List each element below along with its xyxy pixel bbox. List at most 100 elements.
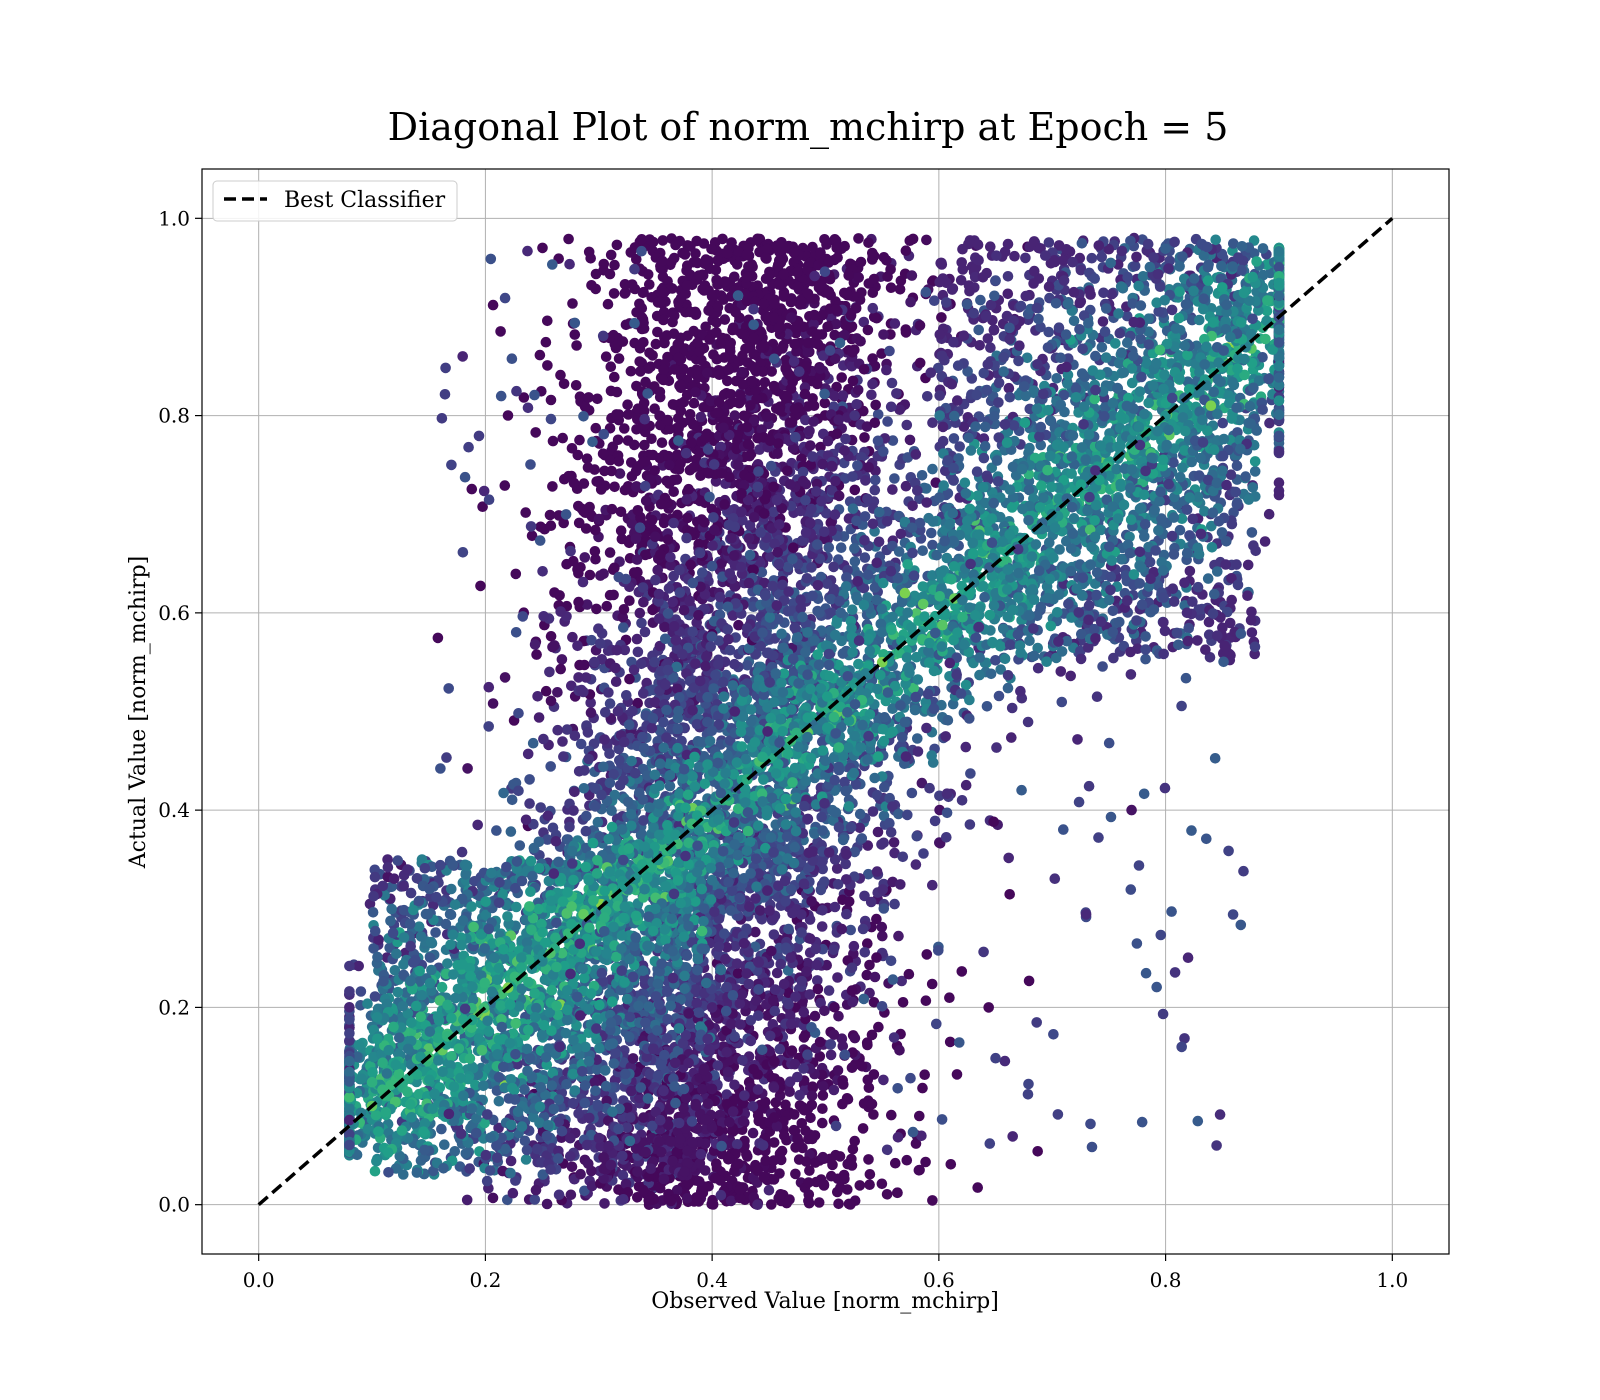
scatter-point xyxy=(868,997,880,1008)
scatter-point xyxy=(537,242,548,254)
scatter-point xyxy=(897,851,909,863)
scatter-point xyxy=(654,391,666,403)
scatter-point xyxy=(634,298,645,310)
scatter-point xyxy=(882,416,893,427)
scatter-point xyxy=(780,1099,791,1111)
scatter-point xyxy=(545,761,556,772)
scatter-point xyxy=(771,494,783,506)
scatter-point xyxy=(796,909,807,920)
scatter-point xyxy=(700,321,711,333)
scatter-point xyxy=(566,1161,578,1173)
scatter-point xyxy=(814,363,826,375)
scatter-point xyxy=(775,1189,786,1200)
scatter-point xyxy=(811,329,822,340)
scatter-point xyxy=(743,261,754,272)
scatter-point xyxy=(877,884,888,895)
scatter-point xyxy=(726,1018,737,1030)
scatter-point xyxy=(831,242,842,254)
scatter-point xyxy=(574,434,585,446)
scatter-point xyxy=(835,542,847,553)
scatter-point xyxy=(701,651,712,662)
scatter-point xyxy=(819,1005,830,1017)
scatter-point xyxy=(972,1182,983,1193)
scatter-point xyxy=(826,460,838,472)
scatter-point xyxy=(737,1055,748,1066)
scatter-point xyxy=(780,942,792,954)
scatter-point xyxy=(618,1194,629,1205)
scatter-point xyxy=(611,409,622,420)
scatter-point xyxy=(851,399,862,410)
scatter-point xyxy=(927,417,938,429)
scatter-point xyxy=(615,525,627,536)
scatter-point xyxy=(658,1173,670,1185)
scatter-point xyxy=(859,552,871,563)
scatter-point xyxy=(867,247,878,259)
scatter-point xyxy=(722,375,733,387)
scatter-point xyxy=(731,259,743,270)
scatter-point xyxy=(769,984,781,995)
scatter-point xyxy=(838,1079,849,1090)
scatter-point xyxy=(764,612,776,623)
scatter-point xyxy=(604,698,616,709)
scatter-point xyxy=(632,646,644,658)
scatter-point xyxy=(687,626,698,637)
scatter-point xyxy=(806,1099,818,1111)
scatter-point xyxy=(573,596,584,608)
scatter-point xyxy=(650,574,661,586)
scatter-point xyxy=(782,465,793,477)
scatter-point xyxy=(604,748,615,759)
scatter-point xyxy=(854,1180,866,1191)
scatter-point xyxy=(774,1043,786,1055)
scatter-point xyxy=(706,560,718,572)
scatter-point xyxy=(692,337,703,349)
scatter-point xyxy=(610,676,622,687)
scatter-point xyxy=(657,255,668,267)
scatter-point xyxy=(764,269,776,281)
scatter-point xyxy=(589,546,601,557)
scatter-point xyxy=(798,1032,810,1043)
scatter-point xyxy=(798,1006,810,1018)
scatter-point xyxy=(807,1082,819,1093)
scatter-point xyxy=(634,356,645,367)
scatter-point xyxy=(578,478,590,489)
scatter-point xyxy=(613,353,625,364)
scatter-point xyxy=(712,407,724,418)
scatter-point xyxy=(667,316,678,328)
scatter-point xyxy=(715,338,726,349)
scatter-point xyxy=(870,399,881,411)
scatter-point xyxy=(816,921,828,932)
scatter-point xyxy=(624,673,635,685)
scatter-point xyxy=(856,287,867,298)
scatter-point xyxy=(731,958,743,969)
scatter-point xyxy=(472,819,484,831)
scatter-point xyxy=(818,1179,830,1190)
scatter-point xyxy=(524,798,535,809)
scatter-point xyxy=(920,1156,931,1168)
scatter-point xyxy=(904,235,916,246)
scatter-point xyxy=(661,732,672,743)
scatter-point xyxy=(688,462,699,474)
scatter-point xyxy=(748,1064,759,1075)
scatter-point xyxy=(584,569,596,581)
scatter-point xyxy=(900,480,912,492)
scatter-point xyxy=(724,1116,735,1128)
scatter-point xyxy=(572,640,583,652)
scatter-point xyxy=(823,985,835,996)
scatter-point xyxy=(905,296,916,308)
scatter-point xyxy=(862,1039,873,1051)
scatter-point xyxy=(918,848,929,859)
scatter-point xyxy=(631,554,643,565)
scatter-point xyxy=(617,336,629,347)
scatter-point xyxy=(713,396,725,408)
scatter-point xyxy=(577,576,589,588)
scatter-point xyxy=(828,1029,840,1040)
scatter-point xyxy=(652,326,663,338)
scatter-point xyxy=(738,938,750,949)
scatter-point xyxy=(894,284,906,295)
scatter-point xyxy=(807,1133,818,1145)
scatter-point xyxy=(817,855,828,867)
scatter-point xyxy=(876,921,888,933)
scatter-point xyxy=(593,623,604,634)
scatter-point xyxy=(547,641,558,653)
scatter-point xyxy=(922,391,933,402)
